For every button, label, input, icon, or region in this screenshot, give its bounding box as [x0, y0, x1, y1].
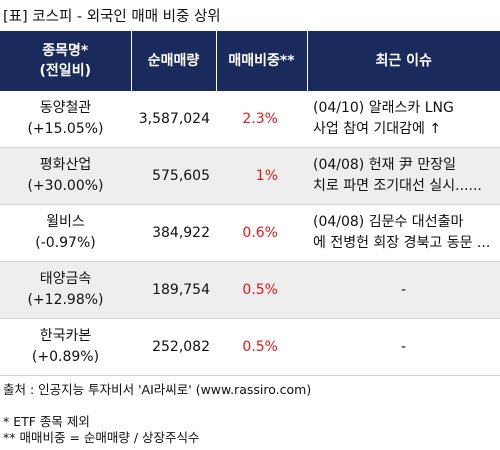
- table-row: 태양금속 (+12.98%) 189,754 0.5% -: [0, 261, 500, 319]
- stock-cell: 윌비스 (-0.97%): [0, 204, 131, 262]
- stock-change: (+30.00%): [27, 178, 104, 194]
- table-header-row: 종목명* (전일비) 순매매량 매매비중** 최근 이슈: [0, 31, 500, 91]
- recent-issue-line2: 사업 참여 기대감에 ↑: [313, 121, 442, 137]
- net-volume: 384,922: [131, 204, 216, 262]
- etf-note: * ETF 종목 제외: [3, 414, 90, 429]
- stock-change: (-0.97%): [35, 235, 96, 251]
- recent-issue: (04/08) 김문수 대선출마 에 전병헌 회장 경북고 동문 ...: [307, 204, 500, 262]
- recent-issue: (04/08) 헌재 尹 만장일 치로 파면 조기대선 실시......: [307, 147, 500, 205]
- trading-ratio: 1%: [216, 147, 307, 205]
- stock-change: (+12.98%): [27, 292, 104, 308]
- net-volume: 575,605: [131, 147, 216, 205]
- stock-change: (+15.05%): [27, 121, 104, 137]
- stock-name: 한국카본: [39, 328, 92, 344]
- column-header-volume: 순매매량: [131, 31, 217, 91]
- stock-name: 윌비스: [46, 214, 85, 230]
- table-row: 평화산업 (+30.00%) 575,605 1% (04/08) 헌재 尹 만…: [0, 147, 500, 205]
- foreign-trading-table: 종목명* (전일비) 순매매량 매매비중** 최근 이슈 동양철관 (+15.0…: [0, 31, 500, 376]
- table-row: 윌비스 (-0.97%) 384,922 0.6% (04/08) 김문수 대선…: [0, 204, 500, 262]
- column-header-issue: 최근 이슈: [307, 31, 500, 91]
- stock-cell: 한국카본 (+0.89%): [0, 318, 131, 376]
- page-title: [표] 코스피 - 외국인 매매 비중 상위: [3, 9, 221, 25]
- net-volume: 189,754: [131, 261, 216, 319]
- column-header-name: 종목명* (전일비): [0, 31, 132, 91]
- net-volume: 252,082: [131, 318, 216, 376]
- ratio-definition-note: ** 매매비중 = 순매매량 / 상장주식수: [3, 430, 200, 445]
- table-row: 한국카본 (+0.89%) 252,082 0.5% -: [0, 318, 500, 376]
- recent-issue-line2: 치로 파면 조기대선 실시......: [313, 178, 482, 194]
- stock-cell: 평화산업 (+30.00%): [0, 147, 131, 205]
- source-note: 출처 : 인공지능 투자비서 'AI라씨로' (www.rassiro.com): [3, 382, 312, 397]
- trading-ratio: 0.6%: [216, 204, 307, 262]
- trading-ratio: 2.3%: [216, 91, 307, 148]
- stock-change: (+0.89%): [31, 349, 100, 365]
- stock-name: 평화산업: [39, 157, 92, 173]
- recent-issue: (04/10) 알래스카 LNG 사업 참여 기대감에 ↑: [307, 91, 500, 148]
- table-row: 동양철관 (+15.05%) 3,587,024 2.3% (04/10) 알래…: [0, 91, 500, 148]
- recent-issue: -: [307, 261, 500, 319]
- column-header-name-line1: 종목명*: [42, 43, 89, 59]
- stock-cell: 태양금속 (+12.98%): [0, 261, 131, 319]
- trading-ratio: 0.5%: [216, 261, 307, 319]
- net-volume: 3,587,024: [131, 91, 216, 148]
- stock-name: 태양금속: [39, 271, 92, 287]
- recent-issue-line1: (04/08) 김문수 대선출마: [313, 214, 464, 230]
- column-header-ratio: 매매비중**: [216, 31, 308, 91]
- recent-issue: -: [307, 318, 500, 376]
- stock-cell: 동양철관 (+15.05%): [0, 91, 131, 148]
- recent-issue-line2: 에 전병헌 회장 경북고 동문 ...: [313, 235, 491, 251]
- recent-issue-line1: (04/10) 알래스카 LNG: [313, 100, 454, 116]
- stock-name: 동양철관: [39, 100, 92, 116]
- trading-ratio: 0.5%: [216, 318, 307, 376]
- column-header-name-line2: (전일비): [39, 63, 91, 79]
- recent-issue-line1: (04/08) 헌재 尹 만장일: [313, 157, 457, 173]
